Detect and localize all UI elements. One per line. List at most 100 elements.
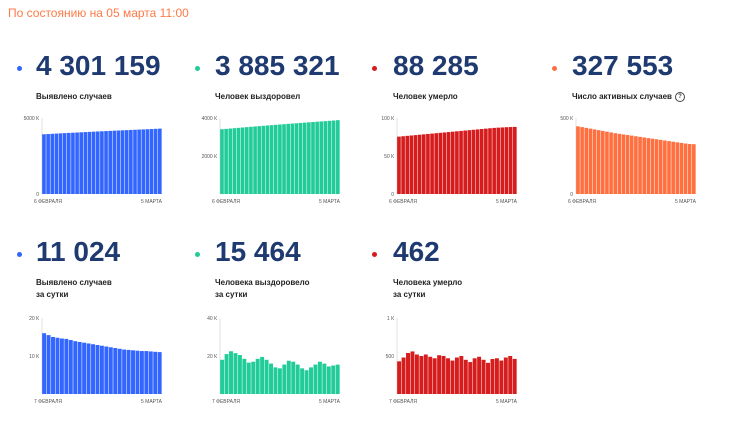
bar bbox=[397, 136, 401, 194]
bar bbox=[46, 134, 50, 194]
stat-value: 3 885 321 bbox=[215, 50, 340, 81]
x-start-label: 6 ФЕВРАЛЯ bbox=[34, 199, 62, 205]
bar bbox=[135, 350, 140, 394]
bar bbox=[327, 120, 332, 194]
x-end-label: 5 МАРТА bbox=[141, 399, 163, 405]
bar bbox=[654, 139, 659, 194]
bullet-dot-icon bbox=[195, 252, 200, 257]
bar bbox=[414, 354, 419, 394]
stat-label: Выявлено случаев bbox=[36, 92, 112, 101]
bar bbox=[261, 125, 266, 194]
bar bbox=[291, 361, 296, 394]
bar bbox=[273, 367, 278, 394]
bar bbox=[437, 355, 442, 394]
bar bbox=[91, 344, 95, 394]
bar bbox=[300, 368, 305, 394]
bar bbox=[675, 142, 680, 194]
bar bbox=[240, 127, 245, 194]
chart-cases-total: 0 5000 К 6 ФЕВРАЛЯ 5 МАРТА bbox=[24, 116, 163, 205]
bar bbox=[83, 132, 88, 194]
y-tick-label: 4000 К bbox=[202, 116, 218, 122]
bar bbox=[621, 134, 626, 194]
bullet-dot-icon bbox=[372, 252, 377, 257]
bar bbox=[454, 357, 459, 394]
chart-recovered-total: 2000 К 4000 К 6 ФЕВРАЛЯ 5 МАРТА bbox=[202, 116, 341, 205]
bar bbox=[459, 356, 464, 394]
bar bbox=[236, 127, 241, 194]
bar bbox=[508, 356, 513, 394]
bar bbox=[120, 130, 125, 194]
bar bbox=[153, 351, 158, 394]
bar bbox=[294, 123, 299, 194]
bar bbox=[277, 368, 282, 394]
bar bbox=[273, 124, 278, 194]
chart-cases-daily: 10 К 20 К 7 ФЕВРАЛЯ 5 МАРТА bbox=[29, 316, 163, 405]
bar bbox=[605, 131, 609, 194]
bar bbox=[66, 132, 71, 194]
bar bbox=[468, 362, 473, 394]
bar bbox=[95, 131, 100, 194]
bullet-dot-icon bbox=[372, 66, 377, 71]
bar bbox=[671, 141, 675, 194]
y-tick-label: 20 К bbox=[29, 316, 39, 322]
bar bbox=[251, 361, 256, 394]
bar bbox=[42, 333, 47, 394]
bar bbox=[405, 135, 410, 194]
x-end-label: 5 МАРТА bbox=[675, 199, 697, 205]
bar bbox=[104, 346, 109, 394]
bar bbox=[298, 122, 303, 194]
bar bbox=[108, 130, 112, 194]
chart-recovered-daily: 20 К 40 К 7 ФЕВРАЛЯ 5 МАРТА bbox=[207, 316, 341, 405]
stat-label: Число активных случаев bbox=[572, 92, 672, 101]
bar bbox=[126, 349, 131, 394]
x-end-label: 5 МАРТА bbox=[319, 199, 341, 205]
bar bbox=[326, 366, 331, 394]
stat-value: 15 464 bbox=[215, 236, 301, 267]
bar bbox=[99, 345, 104, 394]
bar bbox=[401, 357, 406, 394]
bar bbox=[145, 129, 150, 194]
bar bbox=[131, 350, 135, 394]
bar bbox=[596, 130, 601, 194]
bar bbox=[286, 360, 291, 394]
bar bbox=[450, 360, 455, 394]
bar bbox=[116, 130, 121, 194]
bar bbox=[113, 348, 118, 394]
bar bbox=[417, 134, 422, 194]
bar bbox=[410, 351, 415, 394]
bar bbox=[264, 359, 269, 394]
stat-value: 88 285 bbox=[393, 50, 479, 81]
bar bbox=[459, 130, 463, 194]
y-tick-label: 100 К bbox=[381, 116, 394, 122]
y-tick-label: 1 К bbox=[387, 316, 394, 322]
info-icon[interactable]: ? bbox=[674, 91, 685, 102]
bar bbox=[317, 361, 322, 394]
bar bbox=[336, 120, 340, 194]
bar bbox=[406, 352, 410, 394]
bar bbox=[75, 132, 79, 194]
x-end-label: 5 МАРТА bbox=[141, 199, 163, 205]
bar bbox=[228, 128, 233, 194]
y-tick-label: 2000 К bbox=[202, 154, 218, 160]
bar bbox=[58, 133, 63, 194]
bar bbox=[479, 129, 484, 194]
bar bbox=[426, 133, 430, 194]
bar bbox=[46, 335, 51, 394]
stat-label: Человек умерло bbox=[393, 92, 458, 101]
stat-label: Человека умерло за сутки bbox=[393, 278, 463, 299]
bar bbox=[148, 351, 153, 394]
x-start-label: 6 ФЕВРАЛЯ bbox=[568, 199, 596, 205]
stat-value: 4 301 159 bbox=[36, 50, 161, 81]
bar bbox=[124, 130, 129, 194]
x-start-label: 6 ФЕВРАЛЯ bbox=[212, 199, 240, 205]
bar bbox=[139, 351, 144, 394]
chart-deaths-daily: 500 1 К 7 ФЕВРАЛЯ 5 МАРТА bbox=[386, 316, 518, 405]
x-end-label: 5 МАРТА bbox=[496, 199, 518, 205]
bar bbox=[638, 136, 642, 194]
bar bbox=[144, 351, 149, 394]
bar bbox=[494, 358, 499, 394]
bar bbox=[428, 356, 433, 394]
bar bbox=[220, 129, 224, 194]
y-tick-label: 0 bbox=[36, 192, 39, 198]
bar bbox=[50, 133, 55, 194]
